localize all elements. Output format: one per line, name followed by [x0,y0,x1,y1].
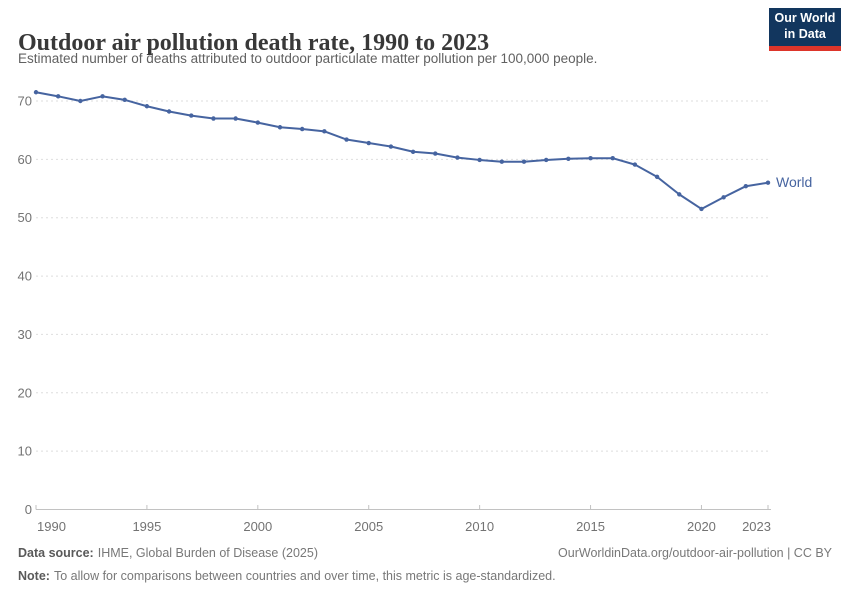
data-point [277,125,283,130]
data-point [388,144,394,149]
chart-footer: Data source: IHME, Global Burden of Disea… [18,545,832,585]
data-point [78,98,83,104]
data-point [122,97,127,103]
data-point [610,155,615,161]
data-source-value: IHME, Global Burden of Disease (2025) [97,546,318,560]
owid-logo-line2: in Data [784,27,826,41]
y-axis-label: 20 [18,385,32,400]
data-point [699,206,704,212]
data-point [721,195,726,200]
data-point [455,155,460,160]
data-point [211,116,216,121]
world-line [35,91,769,210]
data-point [322,129,327,134]
y-axis-label: 30 [18,327,32,342]
x-axis-label: 2000 [243,519,272,534]
data-point [233,116,238,121]
x-axis-label: 2005 [354,519,383,534]
data-point [632,162,638,167]
data-point [189,113,194,118]
data-point [166,109,172,114]
data-point [144,104,150,109]
x-axis-label: 2023 [742,519,771,534]
note-value: To allow for comparisons between countri… [53,568,556,583]
data-point [477,157,482,163]
data-source-label: Data source: [18,546,94,560]
data-point [100,94,105,99]
y-axis-label: 10 [18,444,32,459]
data-point [765,180,771,185]
page-title: Outdoor air pollution death rate, 1990 t… [18,30,490,57]
owid-logo[interactable]: Our World in Data [769,8,841,51]
data-point [566,156,571,161]
data-point [499,159,505,164]
y-axis-label: 60 [18,152,32,167]
chart-subtitle: Estimated number of deaths attributed to… [18,51,598,66]
data-point [299,126,305,132]
data-point [344,137,349,142]
data-point [33,90,39,95]
data-point [677,192,682,197]
chart-note: Note: To allow for comparisons between co… [18,568,832,585]
data-source: Data source: IHME, Global Burden of Disea… [18,545,318,562]
x-axis-label: 1995 [132,519,161,534]
data-point [521,159,527,164]
data-point [654,174,660,180]
world-series-label: World [776,174,812,190]
x-axis-label: 2020 [687,519,716,534]
data-point [743,184,749,189]
note-label: Note: [18,568,50,583]
data-point [543,157,549,163]
x-axis-label: 2015 [576,519,605,534]
data-point [588,155,593,161]
data-point [366,140,371,146]
x-axis-label: 1990 [37,519,66,534]
data-point [410,149,416,154]
owid-logo-line1: Our World [774,11,836,26]
y-axis-label: 40 [18,269,32,284]
x-axis-label: 2010 [465,519,494,534]
y-axis-label: 50 [18,210,32,225]
y-axis-label: 0 [25,502,32,517]
data-point [433,151,438,156]
data-point [255,120,261,125]
owid-url-link[interactable]: OurWorldinData.org/outdoor-air-pollution… [558,546,832,560]
data-point [55,94,61,99]
y-axis-label: 70 [18,94,32,109]
